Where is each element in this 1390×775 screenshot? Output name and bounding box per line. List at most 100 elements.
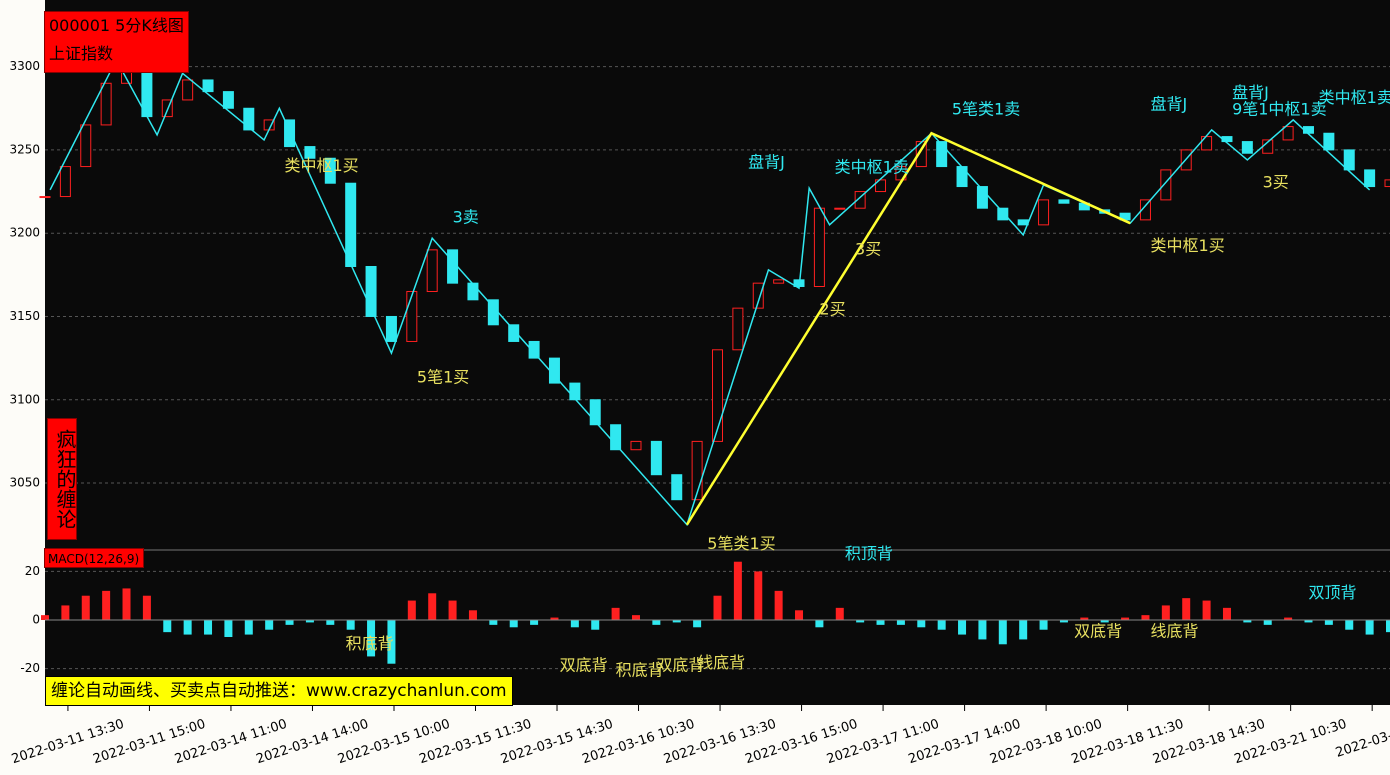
macd-bar [163,620,172,633]
candle [365,266,377,317]
annotation: 5笔1买 [417,368,469,387]
macd-bar [713,595,722,620]
annotation: 线底背 [697,653,745,672]
annotation: 积底背 [616,661,664,680]
annotation: 3买 [855,239,881,258]
macd-bar [611,607,620,620]
macd-bar [530,620,539,625]
annotation: 3买 [1263,173,1289,192]
macd-bar [1222,607,1231,620]
candle [630,440,642,451]
annotation: 盘背J [1151,94,1188,113]
macd-bar [1365,620,1374,635]
annotation: 盘背J [748,153,785,172]
macd-bar [1284,617,1293,620]
macd-bar [754,571,763,620]
candle [1160,169,1172,201]
macd-bar [468,610,477,620]
macd-bar [937,620,946,630]
macd-bar [835,607,844,620]
y-tick-label: 20 [25,564,40,578]
candle [752,282,764,309]
candle [467,282,479,301]
candle [345,182,357,268]
candle [732,307,744,351]
annotation: 类中枢1买 [1151,236,1225,255]
banner: 缠论自动画线、买卖点自动推送：www.crazychanlun.com [45,676,513,706]
side-label: 疯狂的缠论 [47,418,77,540]
annotation: 类中枢1卖 [1319,88,1390,107]
y-tick-label: 3300 [9,59,40,73]
macd-bar [876,620,885,625]
macd-bar [672,620,681,623]
candle [161,99,173,118]
macd-bar [326,620,335,625]
macd-bar [856,620,865,623]
macd-bar [1080,617,1089,620]
macd-bar [896,620,905,625]
annotation: 双底背 [1074,622,1122,641]
macd-bar [102,590,111,620]
candle [650,440,662,476]
macd-bar [346,620,355,630]
y-tick-label: 0 [32,613,40,627]
candle [773,279,785,284]
chart-subtitle: 上证指数 [49,44,114,63]
chart-title: 000001 5分K线图 [49,16,184,35]
macd-bar [1263,620,1272,625]
candle [1323,132,1335,151]
macd-bar [978,620,987,640]
candle [813,207,825,287]
annotation: 线底背 [1151,622,1199,641]
macd-bar [958,620,967,635]
annotation: 盘背J [1232,83,1269,102]
annotation: 3卖 [453,208,479,227]
macd-bar [61,605,70,620]
candle [1038,199,1050,226]
macd-bar [41,615,49,620]
candle [834,207,846,210]
y-tick-label: 3250 [9,142,40,156]
macd-bar [285,620,294,625]
macd-bar [774,590,783,620]
candle [1017,219,1029,226]
candle [508,324,520,342]
candle [1282,126,1294,141]
candle [100,82,112,126]
macd-bar [1019,620,1028,640]
candle [39,196,51,199]
y-tick-label: 3050 [9,476,40,490]
candle [610,424,622,451]
macd-bar [1121,617,1130,620]
macd-bar [1386,620,1390,633]
candle [182,79,194,101]
macd-bar [81,595,90,620]
macd-bar [1161,605,1170,620]
candle [569,382,581,401]
macd-bar [795,610,804,620]
macd-bar [1324,620,1333,625]
macd-bar [244,620,253,635]
macd-bar [917,620,926,628]
macd-bar [224,620,233,637]
macd-bar [265,620,274,630]
candle [1139,199,1151,221]
macd-bar [693,620,702,628]
annotation: 积顶背 [845,544,893,563]
candle [202,79,214,93]
annotation: 双顶背 [1308,583,1356,602]
macd-bar [305,620,314,623]
macd-bar [652,620,661,625]
candle [304,146,316,159]
candle [284,119,296,148]
macd-bar [428,593,437,620]
candle [671,474,683,501]
macd-bar [387,620,396,664]
y-tick-label: 3200 [9,226,40,240]
candle [447,249,459,284]
macd-bar [631,615,640,620]
annotation: 类中枢1卖 [835,158,909,177]
macd-bar [815,620,824,628]
